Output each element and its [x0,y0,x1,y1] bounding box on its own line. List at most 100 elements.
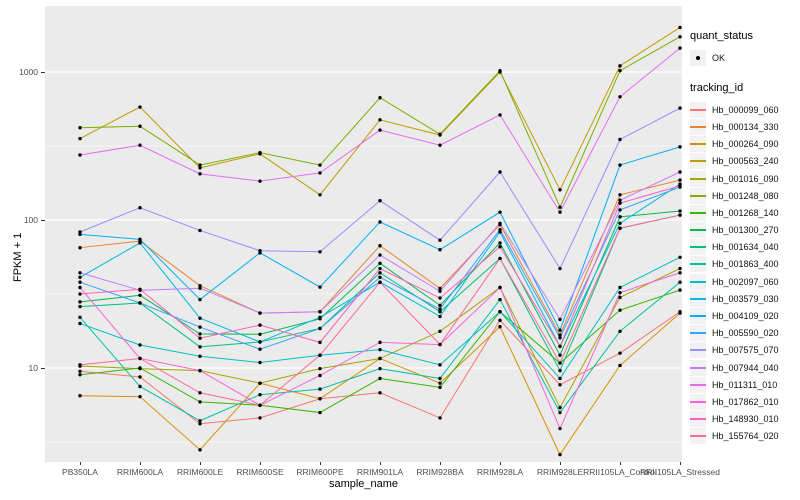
x-tick-mark [500,462,501,465]
data-point [618,163,622,167]
data-point [198,172,202,176]
data-point [498,297,502,302]
data-point [438,385,442,390]
series-color-swatch [690,229,706,232]
data-point [438,296,442,300]
data-point [558,317,562,322]
legend-item-Hb_001634_040: Hb_001634_040 [690,239,800,256]
x-tick-label-RRIM600PE: RRIM600PE [296,467,344,477]
legend-label: Hb_002097_060 [712,276,779,287]
legend-label: Hb_148930_010 [712,414,779,425]
data-point [138,384,142,389]
legend-line-key-icon [690,239,706,256]
data-point [438,363,442,367]
data-point [378,199,382,203]
legend-line-key-icon [690,170,706,187]
data-point [378,266,382,271]
data-point [258,393,262,397]
data-point [438,132,442,136]
legend-label: Hb_001268_140 [712,207,779,218]
data-point [258,332,262,336]
series-line-Hb_000563_240 [79,27,681,196]
data-point [438,314,442,319]
data-point [558,266,562,271]
data-point [258,249,262,253]
legend-label: Hb_003579_030 [712,293,779,304]
data-point [78,363,82,367]
data-point [678,311,682,315]
data-point [558,344,562,349]
series-color-swatch [690,143,706,146]
legend-line-key-icon [690,411,706,428]
x-tick-mark [260,462,261,465]
series-color-swatch [690,366,706,369]
legend-item-Hb_007944_040: Hb_007944_040 [690,359,800,376]
data-point [558,405,562,410]
series-line-Hb_004109_020 [79,146,681,332]
series-line-Hb_155764_020 [79,214,681,406]
x-tick-mark [80,462,81,465]
data-point [198,345,202,349]
data-point [138,143,142,147]
data-point [78,369,82,373]
data-point [498,310,502,314]
data-point [438,329,442,333]
data-point [678,46,682,50]
legend-label: Hb_001016_090 [712,173,779,184]
data-point [378,347,382,352]
data-point [318,163,322,167]
data-point [618,308,622,312]
series-color-swatch [690,400,706,403]
data-point [558,328,562,332]
legend-line-key-icon [690,153,706,170]
x-tick-mark [140,462,141,465]
legend-line-key-icon [690,187,706,204]
data-point [378,220,382,224]
legend-item-Hb_000264_090: Hb_000264_090 [690,136,800,153]
legend-item-quant-ok: OK [690,49,800,66]
data-point [318,353,322,357]
data-point [618,201,622,205]
x-axis-title: sample_name [328,478,399,490]
legend-tracking-items: Hb_000099_060 Hb_000134_330 Hb_000264_090 H… [690,101,800,445]
data-point [318,310,322,314]
legend-quant-status-title: quant_status [690,30,753,42]
x-tick-label-RRIM600LE: RRIM600LE [176,467,224,477]
data-point [558,336,562,340]
data-point [378,366,382,371]
data-point [318,285,322,289]
data-point [558,452,562,457]
legend-line-key-icon [690,342,706,359]
data-point [678,209,682,213]
legend-label: Hb_011311_010 [712,379,778,390]
x-tick-mark [380,462,381,465]
legend: quant_status OK tracking_id Hb_000099_06… [690,30,800,445]
data-point [678,145,682,149]
data-point [198,228,202,233]
data-point [138,105,142,109]
data-point [498,318,502,323]
legend-line-key-icon [690,290,706,307]
data-point [78,280,82,284]
data-point [438,310,442,314]
y-tick-mark [41,220,45,221]
series-color-swatch [690,108,706,111]
x-tick-mark [560,462,561,465]
series-color-swatch [690,332,706,335]
series-color-swatch [690,435,706,438]
data-point [78,245,82,250]
data-point [378,340,382,345]
legend-line-key-icon [690,118,706,135]
series-color-swatch [690,263,706,266]
data-point [318,171,322,175]
data-point [678,213,682,217]
data-point [198,283,202,288]
data-point [258,381,262,385]
data-point [558,205,562,209]
legend-label: Hb_000264_090 [712,139,779,150]
legend-item-Hb_148930_010: Hb_148930_010 [690,411,800,428]
series-color-swatch [690,160,706,163]
data-point [138,366,142,370]
series-color-swatch [690,349,706,352]
